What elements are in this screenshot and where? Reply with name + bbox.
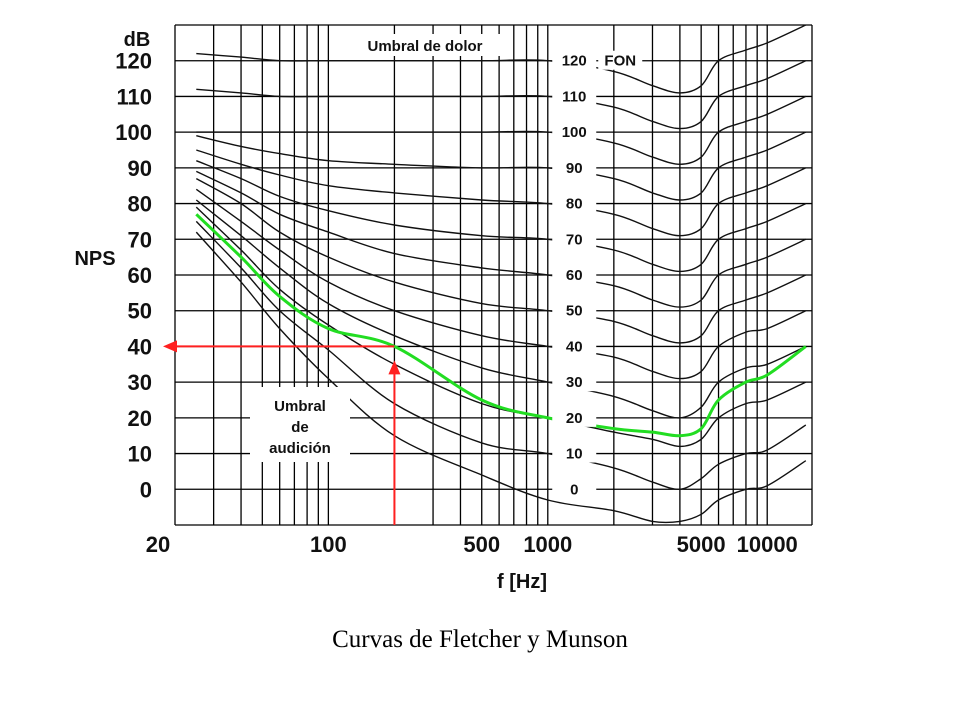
- y-axis-tick-labels: 0 10 20 30 40 50 60 70 80 90 100 110 120: [115, 49, 152, 503]
- y-tick-label: 110: [117, 84, 153, 109]
- fon-label-0: 0: [570, 481, 578, 498]
- x-axis-label: f [Hz]: [497, 571, 547, 593]
- fon-label-bg: [552, 372, 597, 392]
- fon-curve-90: [196, 131, 807, 201]
- fon-label-bg: [552, 265, 597, 284]
- y-tick-label: 60: [128, 263, 152, 288]
- y-tick-label: 90: [128, 156, 152, 181]
- fon-label-bg: [552, 443, 597, 463]
- fon-label-bg: [552, 407, 597, 427]
- fon-curve-80: [196, 149, 807, 237]
- chart-grid: [174, 24, 813, 526]
- fon-label-80: 80: [566, 196, 583, 213]
- fon-curve-110: [196, 60, 807, 130]
- y-tick-label: 40: [128, 334, 152, 359]
- fon-label-bg: [552, 300, 597, 320]
- fon-curve-50: [195, 177, 807, 344]
- fon-label-60: 60: [566, 267, 583, 284]
- fon-label-30: 30: [566, 374, 583, 391]
- fon-label-110: 110: [562, 88, 586, 105]
- highlighted-threshold-curve: [195, 213, 807, 438]
- y-tick-label: 70: [128, 227, 152, 252]
- figure-caption: Curvas de Fletcher y Munson: [332, 626, 628, 653]
- fon-curve-60: [195, 170, 807, 308]
- hearing-threshold-label-line3: audición: [269, 440, 331, 457]
- y-tick-label: 10: [128, 442, 152, 467]
- fon-unit-bg: [598, 50, 643, 70]
- fon-label-bg: [552, 122, 597, 142]
- y-tick-label: 30: [128, 370, 152, 395]
- fon-label-bg: [552, 336, 597, 356]
- x-tick-label: 500: [463, 532, 500, 557]
- fon-curve-20: [195, 206, 807, 448]
- x-tick-label: 100: [310, 532, 347, 557]
- y-tick-label: 120: [115, 49, 152, 74]
- fon-label-bg: [552, 193, 597, 213]
- fon-label-20: 20: [566, 410, 583, 427]
- x-tick-label: 20: [146, 532, 170, 557]
- y-tick-label: 80: [128, 192, 152, 217]
- fon-curve-70: [196, 160, 807, 273]
- fon-label-50: 50: [566, 303, 583, 320]
- fon-curve-10: [195, 220, 807, 491]
- marker-arrowhead-left: [163, 340, 177, 353]
- marker-arrowhead-up: [388, 360, 401, 375]
- fon-curve-0: [195, 231, 807, 524]
- x-tick-label: 10000: [737, 532, 798, 557]
- y-tick-label: 20: [128, 406, 152, 431]
- fon-label-40: 40: [566, 338, 583, 355]
- fon-curve-30: [195, 199, 807, 419]
- fon-label-bg: [552, 86, 597, 106]
- fon-curve-100: [196, 95, 807, 166]
- hearing-threshold-label-line1: Umbral: [274, 398, 326, 415]
- fon-label-70: 70: [566, 231, 583, 248]
- x-axis-tick-labels: 20 100 500 1000 5000 10000: [146, 532, 798, 557]
- y-tick-label: 0: [140, 477, 152, 502]
- fon-unit-label: FON: [604, 53, 636, 70]
- fon-label-bg: [552, 50, 597, 70]
- y-axis-label: NPS: [74, 248, 115, 270]
- equal-loudness-curves: [195, 24, 807, 524]
- fon-curve-labels: 0 10 20 30 40 50 60 70 80 90 100 110 120 FON: [552, 50, 643, 499]
- y-tick-label: 100: [115, 120, 152, 145]
- x-tick-label: 1000: [523, 532, 572, 557]
- y-tick-label: 50: [128, 299, 152, 324]
- fon-label-120: 120: [562, 53, 587, 70]
- fon-label-10: 10: [566, 446, 583, 463]
- pain-threshold-label-bg: [344, 34, 506, 56]
- threshold-marker-arrows: [163, 340, 401, 525]
- hearing-threshold-label-line2: de: [291, 419, 309, 436]
- x-tick-label: 5000: [677, 532, 726, 557]
- fon-label-90: 90: [566, 160, 583, 177]
- fon-label-bg: [552, 229, 597, 249]
- fon-label-bg: [552, 157, 597, 177]
- fon-label-100: 100: [562, 124, 587, 141]
- fon-label-bg: [552, 479, 597, 499]
- y-axis-unit: dB: [124, 29, 151, 51]
- fon-curve-40: [195, 188, 807, 380]
- pain-threshold-label: Umbral de dolor: [367, 38, 482, 55]
- hearing-threshold-label-bg: [250, 387, 350, 462]
